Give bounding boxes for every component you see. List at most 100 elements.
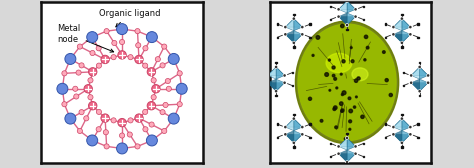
Circle shape	[89, 68, 97, 76]
Polygon shape	[276, 67, 284, 79]
Bar	[401, 14, 402, 15]
Circle shape	[301, 127, 303, 128]
Circle shape	[346, 24, 348, 26]
Circle shape	[143, 109, 148, 114]
Circle shape	[87, 135, 98, 146]
Circle shape	[338, 9, 339, 10]
Circle shape	[338, 146, 339, 147]
Polygon shape	[411, 67, 419, 79]
Circle shape	[392, 26, 395, 28]
Circle shape	[267, 82, 268, 83]
Circle shape	[334, 77, 337, 80]
Polygon shape	[276, 79, 284, 91]
Circle shape	[301, 27, 303, 28]
Circle shape	[410, 134, 411, 135]
Circle shape	[284, 82, 285, 83]
Circle shape	[162, 44, 167, 49]
Circle shape	[117, 143, 128, 154]
Polygon shape	[411, 79, 419, 91]
Circle shape	[349, 109, 353, 113]
Bar	[418, 123, 419, 125]
Circle shape	[355, 9, 356, 10]
Circle shape	[301, 133, 303, 136]
Circle shape	[301, 134, 303, 135]
Circle shape	[90, 50, 95, 56]
Circle shape	[112, 40, 117, 46]
Circle shape	[328, 59, 330, 61]
Polygon shape	[268, 79, 276, 91]
Circle shape	[355, 153, 357, 155]
Circle shape	[62, 102, 67, 107]
Circle shape	[401, 17, 403, 20]
Bar	[363, 143, 364, 144]
Circle shape	[283, 74, 286, 77]
Circle shape	[275, 66, 277, 68]
Circle shape	[361, 115, 364, 118]
Circle shape	[104, 29, 109, 34]
Circle shape	[349, 120, 352, 123]
Circle shape	[392, 126, 395, 128]
Bar	[292, 85, 293, 86]
Circle shape	[392, 33, 395, 36]
Circle shape	[119, 133, 125, 138]
Polygon shape	[393, 119, 410, 127]
Circle shape	[147, 101, 155, 110]
Circle shape	[355, 8, 357, 11]
Circle shape	[111, 118, 116, 123]
Circle shape	[410, 127, 411, 128]
Circle shape	[266, 81, 269, 84]
Bar	[310, 36, 311, 38]
Circle shape	[346, 0, 348, 2]
Circle shape	[410, 34, 411, 35]
Circle shape	[96, 127, 101, 132]
Circle shape	[355, 79, 358, 82]
Circle shape	[337, 15, 340, 18]
Circle shape	[292, 117, 295, 120]
Circle shape	[65, 53, 76, 64]
Circle shape	[266, 74, 269, 77]
Circle shape	[329, 90, 331, 91]
Circle shape	[96, 109, 101, 114]
Circle shape	[177, 71, 182, 76]
Bar	[293, 14, 294, 15]
Circle shape	[293, 42, 294, 43]
Polygon shape	[393, 34, 410, 43]
Polygon shape	[347, 13, 356, 25]
Circle shape	[285, 134, 286, 135]
Circle shape	[419, 91, 420, 92]
Circle shape	[419, 66, 420, 68]
Bar	[277, 123, 278, 125]
Circle shape	[342, 91, 346, 95]
Circle shape	[338, 153, 339, 154]
Circle shape	[401, 142, 403, 144]
Circle shape	[111, 55, 116, 60]
Bar	[310, 123, 311, 125]
Polygon shape	[338, 138, 347, 150]
Ellipse shape	[295, 21, 399, 144]
Circle shape	[96, 63, 101, 68]
Bar	[419, 62, 420, 64]
Circle shape	[88, 78, 93, 83]
Polygon shape	[402, 119, 410, 131]
Circle shape	[364, 59, 366, 61]
Circle shape	[341, 109, 344, 112]
Circle shape	[337, 145, 340, 148]
Circle shape	[341, 94, 344, 96]
Bar	[330, 6, 331, 7]
Circle shape	[410, 27, 411, 28]
Bar	[277, 36, 278, 38]
Ellipse shape	[298, 24, 396, 141]
Circle shape	[149, 122, 154, 127]
Circle shape	[76, 70, 81, 75]
Circle shape	[312, 54, 314, 56]
Circle shape	[339, 102, 343, 105]
Circle shape	[392, 133, 395, 136]
Circle shape	[351, 60, 354, 63]
Circle shape	[340, 73, 342, 75]
Circle shape	[333, 108, 336, 111]
Polygon shape	[393, 119, 402, 131]
Circle shape	[166, 86, 172, 91]
Bar	[330, 156, 331, 157]
Circle shape	[101, 55, 109, 64]
Circle shape	[410, 75, 412, 76]
